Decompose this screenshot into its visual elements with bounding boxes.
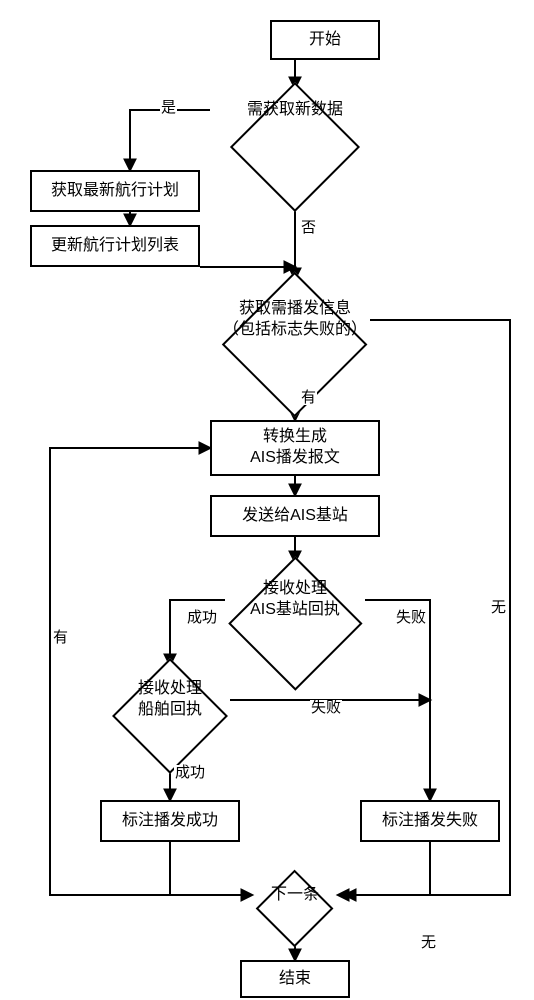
edge-label-ship_ng: 失败 (310, 700, 342, 715)
node-convert: 转换生成AIS播发报文 (210, 420, 380, 476)
node-get_plan: 获取最新航行计划 (30, 170, 200, 212)
node-end: 结束 (240, 960, 350, 998)
edge-label-base_ng: 失败 (395, 610, 427, 625)
edge-label-ship_ok: 成功 (174, 765, 206, 780)
node-get_info-shape (222, 272, 368, 418)
node-send: 发送给AIS基站 (210, 495, 380, 537)
node-need_new-shape (230, 82, 360, 212)
edge-label-no: 否 (300, 220, 317, 235)
edge-label-has1: 有 (300, 390, 317, 405)
node-recv_base-shape (228, 556, 362, 690)
edge-label-yes: 是 (160, 100, 177, 115)
node-start: 开始 (270, 20, 380, 60)
node-update_list: 更新航行计划列表 (30, 225, 200, 267)
node-next-shape (256, 870, 334, 948)
node-mark_fail: 标注播发失败 (360, 800, 500, 842)
node-mark_ok: 标注播发成功 (100, 800, 240, 842)
edge-label-none1: 无 (490, 600, 507, 615)
edge-label-has2: 有 (52, 630, 69, 645)
edge-label-base_ok: 成功 (186, 610, 218, 625)
node-recv_ship-shape (112, 658, 228, 774)
edge-label-none2: 无 (420, 935, 437, 950)
